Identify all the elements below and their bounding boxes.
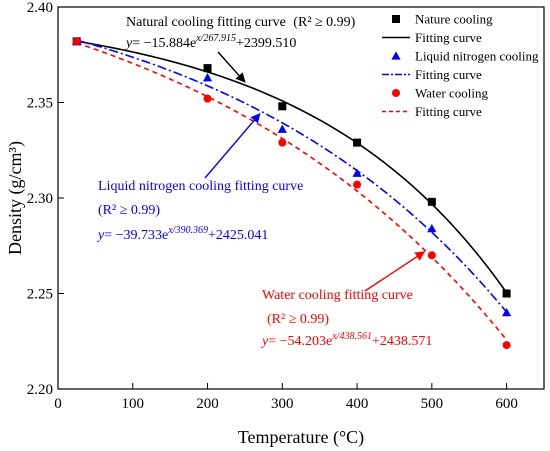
fit-curve: [76, 40, 508, 294]
annotation-natural: Natural cooling fitting curve (R² ≥ 0.99…: [124, 15, 356, 51]
data-point: [427, 197, 436, 206]
data-point: [278, 138, 287, 147]
annotation-arrow: [204, 112, 261, 179]
x-axis-title: Temperature (°C): [238, 427, 364, 448]
y-tick-label: 2.25: [27, 287, 53, 303]
annotation-nitrogen-r2: (R² ≥ 0.99): [98, 203, 160, 218]
y-tick-label: 2.40: [27, 0, 53, 16]
annotation-nitrogen: Liquid nitrogen cooling fitting curve (R…: [96, 179, 303, 243]
data-point: [352, 168, 362, 177]
y-tick-label: 2.35: [27, 96, 53, 112]
x-tick-label: 300: [271, 396, 294, 412]
data-point: [392, 15, 400, 23]
data-point: [502, 341, 511, 350]
legend-series-label: Liquid nitrogen cooling: [415, 49, 539, 64]
annotation-arrow: [364, 251, 426, 292]
legend-series-label: Nature cooling: [415, 12, 493, 27]
y-axis-title: Density (g/cm³): [5, 141, 26, 255]
annotation-natural-title: Natural cooling fitting curve (R² ≥ 0.99…: [126, 15, 356, 30]
annotation-arrows: [204, 51, 426, 292]
annotation-water-r2: (R² ≥ 0.99): [267, 312, 329, 327]
x-tick-label: 600: [495, 396, 518, 412]
x-tick-label: 500: [421, 396, 444, 412]
data-point: [202, 73, 213, 82]
legend-fit-label: Fitting curve: [415, 104, 482, 119]
x-tick-label: 400: [346, 396, 369, 412]
fit-curves: [76, 39, 508, 341]
annotation-water-equation: y= −54.203ex/438.561+2438.571: [260, 331, 432, 349]
legend-fit-label: Fitting curve: [415, 30, 482, 45]
data-point: [502, 308, 512, 317]
legend: Nature cooling Fitting curve Liquid nitrog…: [382, 12, 539, 119]
data-point: [278, 102, 287, 111]
legend-series-label: Water cooling: [415, 86, 488, 101]
x-tick-label: 200: [196, 396, 219, 412]
annotation-nitrogen-equation: y= −39.733ex/390.369+2425.041: [96, 225, 268, 243]
annotation-nitrogen-title: Liquid nitrogen cooling fitting curve: [98, 179, 303, 194]
legend-fit-label: Fitting curve: [415, 67, 482, 82]
data-point: [277, 124, 287, 133]
annotation-arrow: [217, 51, 246, 83]
data-point: [72, 37, 81, 46]
data-point: [392, 89, 400, 97]
annotation-natural-equation: y= −15.884ex/267.915+2399.510: [124, 33, 296, 51]
annotation-water-title: Water cooling fitting curve: [262, 288, 413, 303]
x-tick-label: 0: [54, 396, 62, 412]
y-tick-label: 2.20: [27, 382, 53, 398]
x-tick-label: 100: [122, 396, 145, 412]
data-point: [203, 64, 212, 73]
data-points: [72, 36, 512, 350]
axis-ticks: 0 100 200 300 400 500 600 2.20 2.25 2.30 2.35 2.40: [27, 0, 518, 412]
annotation-water: Water cooling fitting curve (R² ≥ 0.99) …: [260, 288, 432, 349]
fit-curve: [76, 42, 508, 341]
y-tick-label: 2.30: [27, 191, 53, 207]
plot-frame: [57, 6, 545, 390]
data-point: [427, 251, 436, 260]
fit-curve: [76, 39, 508, 313]
data-point: [502, 289, 511, 298]
data-point: [353, 138, 362, 147]
data-point: [391, 51, 401, 60]
data-point: [203, 94, 212, 103]
data-point: [353, 180, 362, 189]
data-point: [427, 223, 437, 233]
